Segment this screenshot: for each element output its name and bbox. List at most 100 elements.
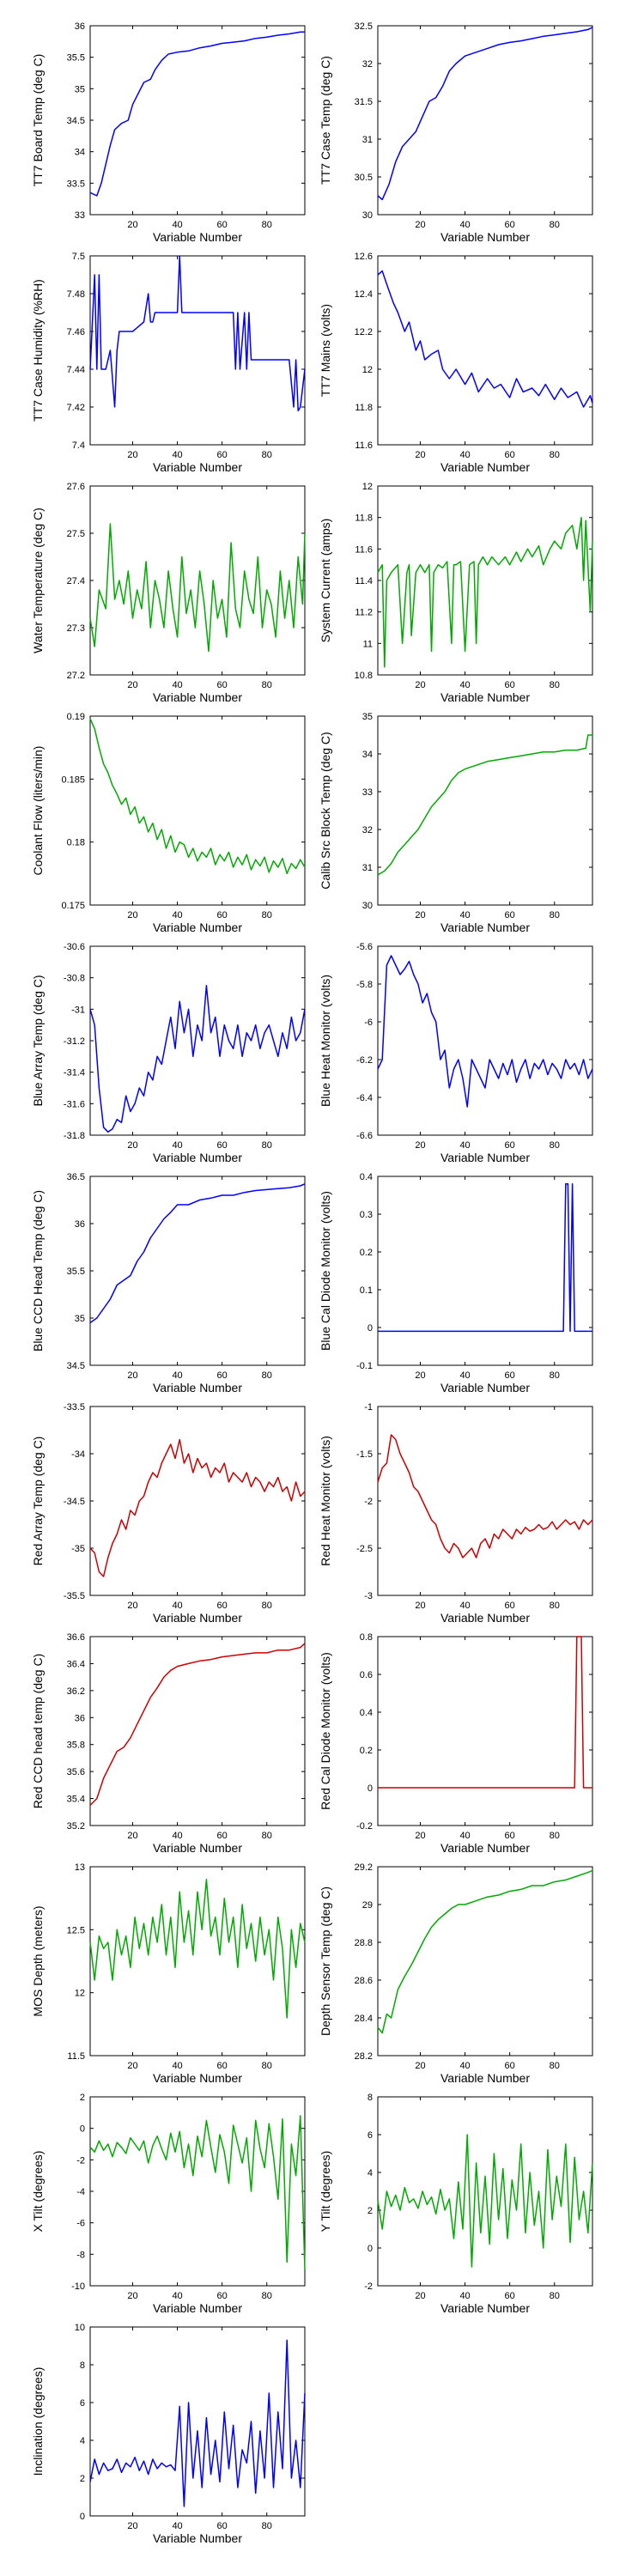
y-tick-label: -5.6 (356, 942, 373, 952)
x-axis-label: Variable Number (153, 230, 242, 244)
y-tick-label: 8 (80, 2360, 85, 2371)
x-tick-label: 80 (550, 2291, 560, 2301)
x-tick-label: 40 (172, 1601, 182, 1611)
y-tick-label: 11.6 (355, 544, 373, 555)
series-line (89, 1643, 306, 1806)
x-tick-label: 40 (172, 1370, 182, 1381)
series-line (377, 1869, 593, 2034)
x-tick-label: 20 (415, 1370, 425, 1381)
y-tick-label: 2 (368, 2206, 373, 2216)
y-tick-label: 6 (80, 2398, 85, 2409)
x-tick-label: 20 (415, 2291, 425, 2301)
chart-panel-1: 20 40 60 80 33 33.5 34 34.5 35 35.5 36 Variable Num… (31, 21, 306, 244)
x-tick-label: 60 (505, 1831, 515, 1841)
x-tick-label: 60 (505, 1140, 515, 1151)
y-tick-label: -30.6 (64, 942, 85, 952)
y-tick-label: 36.5 (67, 1172, 85, 1182)
y-tick-label: 27.3 (67, 623, 85, 634)
x-tick-label: 40 (172, 450, 182, 460)
series-line (89, 2115, 306, 2270)
x-tick-label: 20 (127, 680, 137, 690)
chart-panel-11: 20 40 60 80 34.5 35 35.5 36 36.5 Variable Number B… (31, 1172, 306, 1394)
y-tick-label: 36.4 (67, 1659, 85, 1669)
chart-panel-16: 20 40 60 80 -0.2 0 0.2 0.4 0.6 0.8 Variable Number… (319, 1632, 593, 1855)
series-line (89, 1438, 306, 1577)
x-axis-label: Variable Number (440, 2071, 530, 2085)
x-axis-label: Variable Number (153, 1611, 242, 1625)
y-tick-label: 12.6 (355, 252, 373, 262)
x-tick-label: 60 (505, 1370, 515, 1381)
chart-panel-13: 20 40 60 80 -35.5 -35 -34.5 -34 -33.5 Variable Nu… (31, 1402, 306, 1625)
y-tick-label: 0 (368, 1783, 373, 1794)
x-tick-label: 60 (217, 450, 228, 460)
x-tick-label: 40 (172, 2061, 182, 2071)
x-tick-label: 20 (127, 220, 137, 230)
x-axis-label: Variable Number (153, 2071, 242, 2085)
series-line (377, 270, 593, 408)
series-line (89, 255, 306, 412)
x-axis-label: Variable Number (153, 1841, 242, 1855)
y-tick-label: 28.4 (355, 2014, 373, 2024)
plot-area (377, 2096, 593, 2287)
plot-area (89, 1636, 306, 1826)
x-tick-label: 80 (262, 1140, 272, 1151)
y-axis-label: Blue Heat Monitor (volts) (319, 975, 332, 1107)
y-tick-label: 33 (75, 210, 85, 221)
chart-panel-10: 20 40 60 80 -6.6 -6.4 -6.2 -6 -5.8 -5.6 Variable N… (319, 942, 593, 1164)
y-tick-label: -1 (364, 1402, 373, 1413)
x-axis-label: Variable Number (440, 1611, 530, 1625)
y-tick-label: 7.46 (67, 327, 85, 337)
series-line (89, 1183, 306, 1324)
x-axis-label: Variable Number (440, 2301, 530, 2315)
x-axis-label: Variable Number (440, 1381, 530, 1394)
x-tick-label: 60 (217, 220, 228, 230)
x-tick-label: 40 (172, 2521, 182, 2531)
x-tick-label: 60 (217, 1140, 228, 1151)
y-tick-label: 7.4 (72, 440, 85, 451)
x-tick-label: 40 (459, 450, 470, 460)
x-tick-label: 20 (415, 1831, 425, 1841)
series-line (377, 516, 593, 668)
x-tick-label: 20 (127, 1370, 137, 1381)
y-tick-label: 35.4 (67, 1795, 85, 1805)
y-axis-label: Red CCD head temp (deg C) (31, 1654, 45, 1809)
chart-panel-5: 20 40 60 80 27.2 27.3 27.4 27.5 27.6 Variable Num… (31, 482, 306, 704)
y-axis-label: Depth Sensor Temp (deg C) (319, 1886, 332, 2036)
x-tick-label: 40 (172, 910, 182, 920)
x-tick-label: 80 (550, 450, 560, 460)
y-tick-label: -8 (76, 2250, 85, 2260)
x-axis-label: Variable Number (153, 2531, 242, 2545)
plot-area (89, 485, 306, 676)
y-tick-label: 36 (75, 1713, 85, 1723)
x-tick-label: 40 (459, 2061, 470, 2071)
x-tick-label: 60 (217, 2291, 228, 2301)
y-tick-label: 0.4 (360, 1708, 373, 1718)
chart-panel-21: 20 40 60 80 0 2 4 6 8 10 Variable Number Inclinatio… (31, 2323, 306, 2545)
series-line (89, 31, 305, 197)
y-axis-label: Red Cal Diode Monitor (volts) (319, 1652, 332, 1810)
y-tick-label: 0 (368, 1323, 373, 1334)
x-tick-label: 60 (505, 220, 515, 230)
x-tick-label: 20 (415, 450, 425, 460)
x-tick-label: 40 (172, 680, 182, 690)
y-tick-label: -31.6 (64, 1099, 85, 1109)
x-tick-label: 80 (262, 680, 272, 690)
plot-area (89, 1406, 306, 1596)
y-tick-label: 28.8 (355, 1938, 373, 1948)
x-tick-label: 20 (415, 1140, 425, 1151)
x-tick-label: 20 (415, 680, 425, 690)
y-tick-label: 11.8 (355, 403, 373, 413)
x-tick-label: 20 (415, 2061, 425, 2071)
y-axis-label: TT7 Board Temp (deg C) (31, 54, 45, 187)
y-tick-label: 34 (75, 148, 85, 158)
x-tick-label: 20 (127, 1601, 137, 1611)
chart-panel-6: 20 40 60 80 10.8 11 11.2 11.4 11.6 11.8 12 Variable… (319, 482, 593, 704)
series-line (89, 2339, 306, 2507)
x-tick-label: 80 (262, 910, 272, 920)
x-tick-label: 20 (127, 450, 137, 460)
x-tick-label: 60 (505, 450, 515, 460)
plot-area (89, 2326, 306, 2517)
y-axis-label: Calib Src Block Temp (deg C) (319, 732, 332, 889)
series-line (377, 2134, 593, 2268)
y-tick-label: 0 (80, 2124, 85, 2135)
